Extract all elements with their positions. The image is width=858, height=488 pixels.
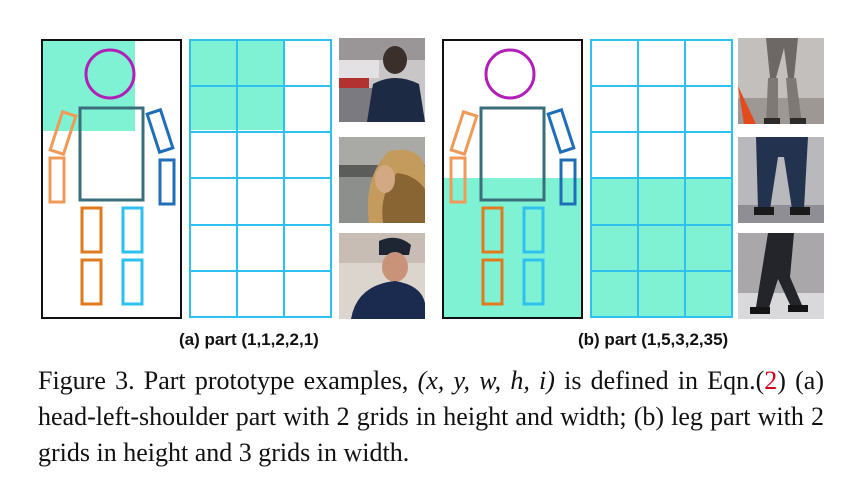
head-circle-a: [84, 48, 136, 100]
left-upper-arm-b: [449, 109, 479, 157]
photo-b1: [738, 38, 824, 124]
caption-prefix: Figure 3. Part prototype examples,: [38, 366, 418, 395]
body-frame-b: [442, 39, 583, 319]
right-upper-arm-a: [145, 107, 175, 155]
torso-rect-b: [479, 106, 546, 202]
equation-ref-link[interactable]: 2: [764, 366, 778, 395]
right-upper-leg-a: [121, 206, 144, 254]
photo-b3: [738, 233, 824, 319]
body-diagram-a: [41, 39, 182, 319]
grid-highlight-b: [591, 178, 732, 317]
subfigure-label-a: (a) part (1,1,2,2,1): [179, 330, 319, 349]
caption-middle: is defined in Eqn.(: [554, 366, 765, 395]
right-lower-leg-b: [522, 258, 545, 306]
left-upper-leg-b: [481, 206, 504, 254]
right-lower-leg-a: [121, 258, 144, 306]
left-upper-arm-a: [48, 109, 78, 157]
figure-panels: [41, 39, 733, 319]
photo-b2: [738, 137, 824, 223]
right-upper-leg-b: [522, 206, 545, 254]
photo-a3: [339, 233, 425, 319]
photo-a2: [339, 137, 425, 223]
right-lower-arm-a: [158, 158, 176, 206]
left-lower-leg-b: [481, 258, 504, 306]
photo-a1: [339, 38, 425, 122]
left-lower-arm-a: [48, 156, 66, 204]
body-diagram-b: [442, 39, 583, 319]
right-upper-arm-b: [546, 107, 576, 155]
torso-rect-a: [78, 106, 145, 202]
head-circle-b: [484, 48, 536, 100]
subfigure-label-b: (b) part (1,5,3,2,35): [578, 330, 729, 349]
caption-math: (x, y, w, h, i): [417, 366, 555, 395]
left-upper-leg-a: [80, 206, 103, 254]
grid-b: [590, 39, 733, 318]
left-lower-arm-b: [449, 156, 467, 204]
right-lower-arm-b: [559, 158, 577, 206]
grid-a: [189, 39, 332, 318]
left-lower-leg-a: [80, 258, 103, 306]
body-frame-a: [41, 39, 182, 319]
figure-caption: Figure 3. Part prototype examples, (x, y…: [38, 363, 824, 471]
caption-rest: ) (a) head-left-shoulder part with 2 gri…: [38, 366, 824, 467]
